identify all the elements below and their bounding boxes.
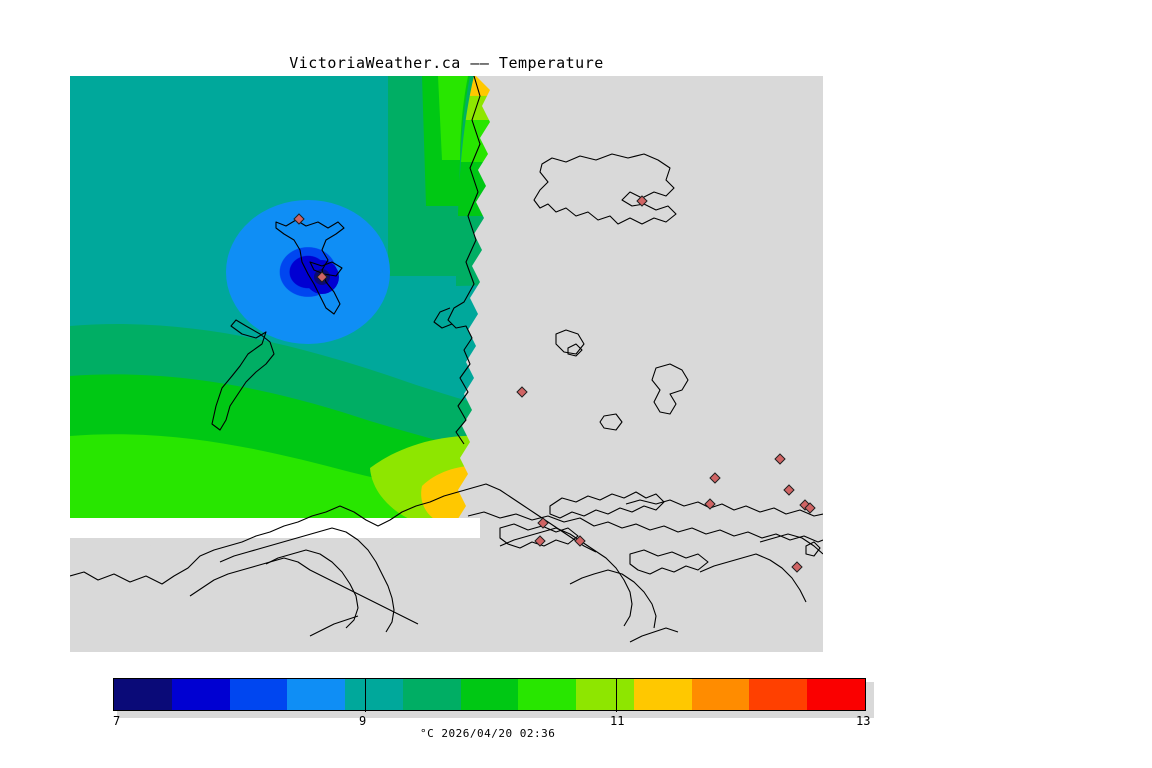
station-marker[interactable] bbox=[516, 386, 528, 398]
colorbar-band bbox=[749, 679, 808, 710]
station-marker[interactable] bbox=[804, 502, 816, 514]
station-marker[interactable] bbox=[709, 472, 721, 484]
station-marker[interactable] bbox=[636, 195, 648, 207]
colorbar-band bbox=[518, 679, 577, 710]
page-title: VictoriaWeather.ca —— Temperature bbox=[289, 54, 604, 72]
station-marker[interactable] bbox=[574, 535, 586, 547]
colorbar-tick-label: 13 bbox=[856, 714, 871, 728]
station-marker[interactable] bbox=[316, 271, 328, 283]
stations-svg bbox=[293, 195, 816, 573]
colorbar-tick-label: 9 bbox=[359, 714, 367, 728]
station-markers bbox=[70, 76, 823, 652]
colorbar-tick-label: 7 bbox=[113, 714, 121, 728]
colorbar-band bbox=[171, 679, 230, 710]
colorbar-tick-label: 11 bbox=[610, 714, 625, 728]
colorbar-band bbox=[633, 679, 692, 710]
station-marker[interactable] bbox=[774, 453, 786, 465]
station-marker[interactable] bbox=[537, 517, 549, 529]
colorbar-band bbox=[229, 679, 288, 710]
colorbar-tick-line bbox=[365, 679, 366, 712]
coastline-overlay bbox=[70, 76, 823, 652]
colorbar-band bbox=[576, 679, 634, 710]
colorbar-band bbox=[114, 679, 172, 710]
colorbar-tick-line bbox=[616, 679, 617, 712]
station-marker[interactable] bbox=[704, 498, 716, 510]
colorbar-units-timestamp: °C 2026/04/20 02:36 bbox=[420, 727, 556, 740]
station-marker[interactable] bbox=[791, 561, 803, 573]
map-panel[interactable] bbox=[70, 76, 823, 652]
colorbar-band bbox=[287, 679, 346, 710]
colorbar-band bbox=[807, 679, 865, 710]
station-marker[interactable] bbox=[783, 484, 795, 496]
coastline-svg bbox=[70, 76, 823, 643]
colorbar-bands[interactable] bbox=[113, 678, 866, 712]
station-marker[interactable] bbox=[293, 213, 305, 225]
station-marker[interactable] bbox=[534, 535, 546, 547]
colorbar-band bbox=[402, 679, 461, 710]
colorbar[interactable] bbox=[113, 678, 874, 718]
colorbar-band bbox=[691, 679, 750, 710]
colorbar-band bbox=[345, 679, 403, 710]
colorbar-band bbox=[460, 679, 519, 710]
